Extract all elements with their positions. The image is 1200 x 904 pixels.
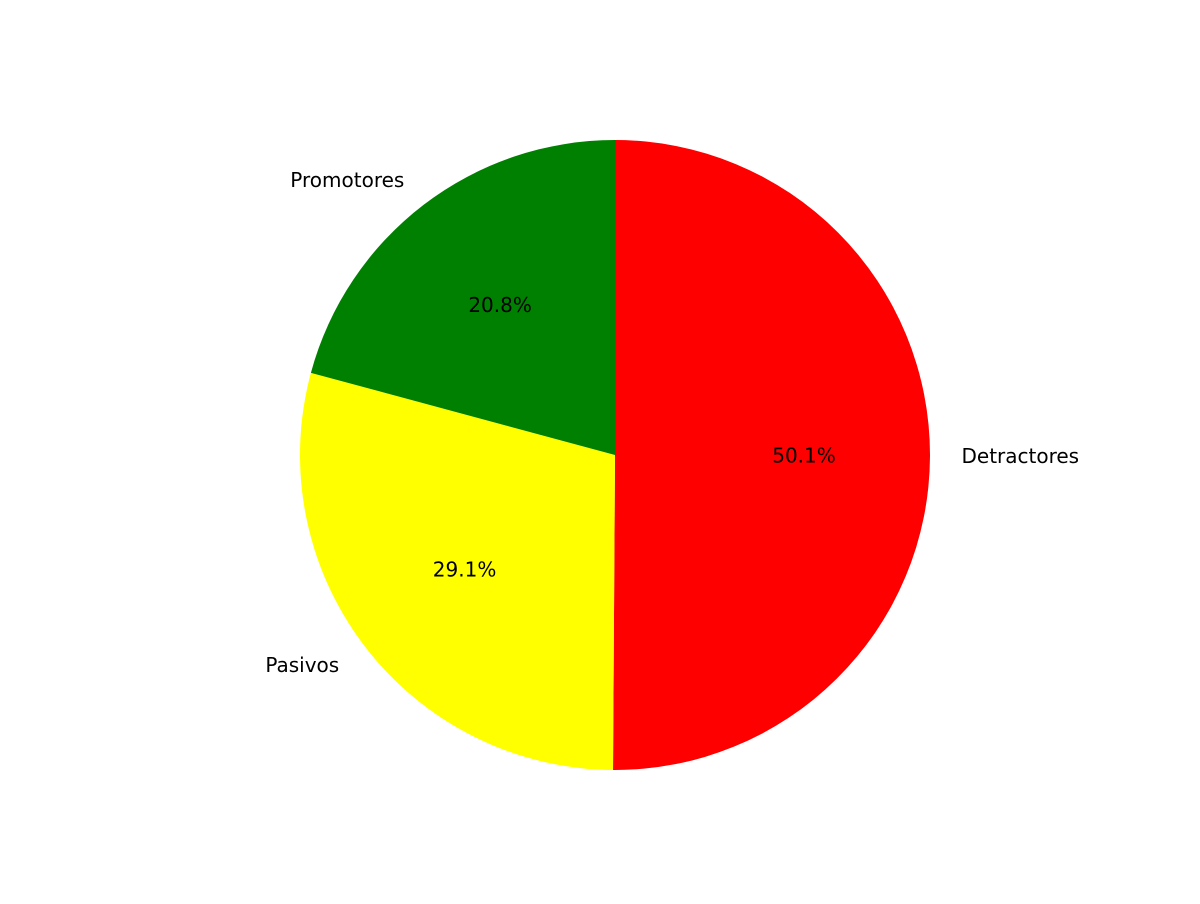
pie-pct-label-promotores: 20.8% [468, 293, 532, 317]
pie-pct-label-pasivos: 29.1% [433, 557, 497, 581]
pie-slices [300, 140, 931, 770]
pie-labels: 50.1% Detractores 29.1% Pasivos 20.8% Promoto… [265, 168, 1079, 677]
pie-slice-label-detractores: Detractores [961, 444, 1079, 468]
pie-pct-label-detractores: 50.1% [772, 444, 836, 468]
pie-slice-promotores [310, 140, 615, 455]
pie-slice-detractores [613, 140, 931, 770]
pie-slice-label-pasivos: Pasivos [265, 653, 339, 677]
pie-slice-pasivos [300, 372, 615, 770]
pie-slice-label-promotores: Promotores [290, 168, 404, 192]
